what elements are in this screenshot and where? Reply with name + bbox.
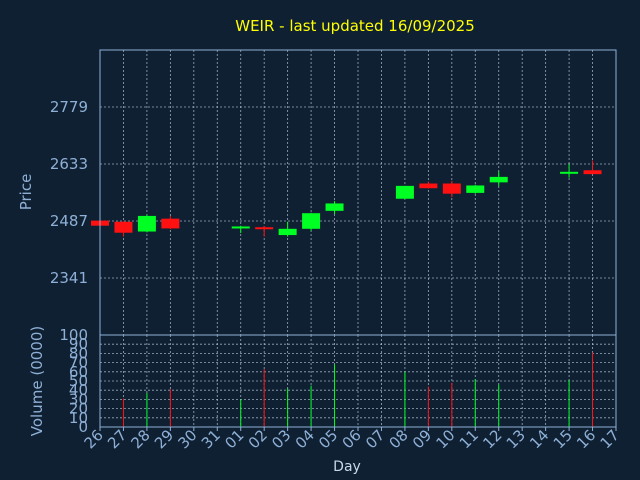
day-tick-label: 11	[456, 426, 482, 452]
day-tick-label: 30	[174, 426, 200, 452]
candle-body	[325, 203, 344, 211]
day-tick-labels: 2627282930310102030405060708091011121314…	[81, 426, 623, 452]
chart-title: WEIR - last updated 16/09/2025	[235, 17, 475, 35]
candle-body	[395, 185, 414, 199]
day-tick-label: 09	[409, 426, 435, 452]
volume-tick-label: 100	[59, 326, 88, 344]
price-tick-label: 2779	[50, 98, 88, 116]
day-tick-label: 07	[362, 426, 388, 452]
day-tick-label: 16	[573, 426, 599, 452]
day-tick-label: 14	[526, 426, 552, 452]
volume-tick-label: 70	[69, 354, 88, 372]
candle-body	[255, 227, 274, 230]
price-tick-labels: 2341 2487 2633 2779	[50, 98, 88, 287]
day-tick-label: 10	[432, 426, 458, 452]
day-tick-label: 01	[221, 426, 247, 452]
candle-body	[442, 183, 461, 194]
day-tick-label: 28	[128, 426, 154, 452]
day-tick-label: 05	[315, 426, 341, 452]
candle-body	[489, 176, 508, 183]
candle-body	[419, 183, 438, 189]
day-tick-label: 15	[550, 426, 576, 452]
volume-tick-label: 90	[69, 335, 88, 353]
day-tick-label: 04	[292, 426, 318, 452]
candle-body	[583, 170, 602, 175]
day-tick-label: 03	[268, 426, 294, 452]
day-tick-label: 31	[198, 426, 224, 452]
candle-body	[278, 228, 297, 236]
volume-tick-label: 0	[78, 418, 88, 436]
volume-tick-label: 40	[69, 381, 88, 399]
candle-body	[114, 221, 133, 233]
volume-tick-label: 30	[69, 390, 88, 408]
candle-body	[302, 213, 321, 229]
day-tick-label: 27	[104, 426, 130, 452]
volume-bars	[122, 352, 594, 427]
price-axis-label: Price	[17, 174, 35, 211]
day-tick-label: 06	[339, 426, 365, 452]
volume-tick-label: 20	[69, 400, 88, 418]
day-tick-label: 08	[386, 426, 412, 452]
day-tick-label: 29	[151, 426, 177, 452]
day-tick-label: 02	[245, 426, 271, 452]
candle-body	[231, 226, 250, 229]
volume-tick-label: 50	[69, 372, 88, 390]
price-tick-label: 2633	[50, 155, 88, 173]
day-tick-label: 17	[597, 426, 623, 452]
price-tick-label: 2341	[50, 269, 88, 287]
candle-body	[161, 218, 180, 229]
x-axis-label: Day	[333, 459, 361, 475]
candle-body	[466, 185, 485, 193]
price-candles	[91, 160, 602, 237]
volume-tick-label: 10	[69, 409, 88, 427]
volume-tick-label: 60	[69, 363, 88, 381]
day-tick-label: 12	[479, 426, 505, 452]
volume-gridlines	[100, 334, 616, 428]
price-tick-label: 2487	[50, 212, 88, 230]
day-tick-label: 13	[503, 426, 529, 452]
candle-body	[137, 215, 156, 232]
volume-tick-label: 80	[69, 344, 88, 362]
volume-axis-label: Volume (0000)	[28, 326, 46, 436]
price-gridlines	[100, 50, 616, 335]
candle-body	[560, 171, 579, 174]
price-panel-frame	[99, 49, 617, 336]
